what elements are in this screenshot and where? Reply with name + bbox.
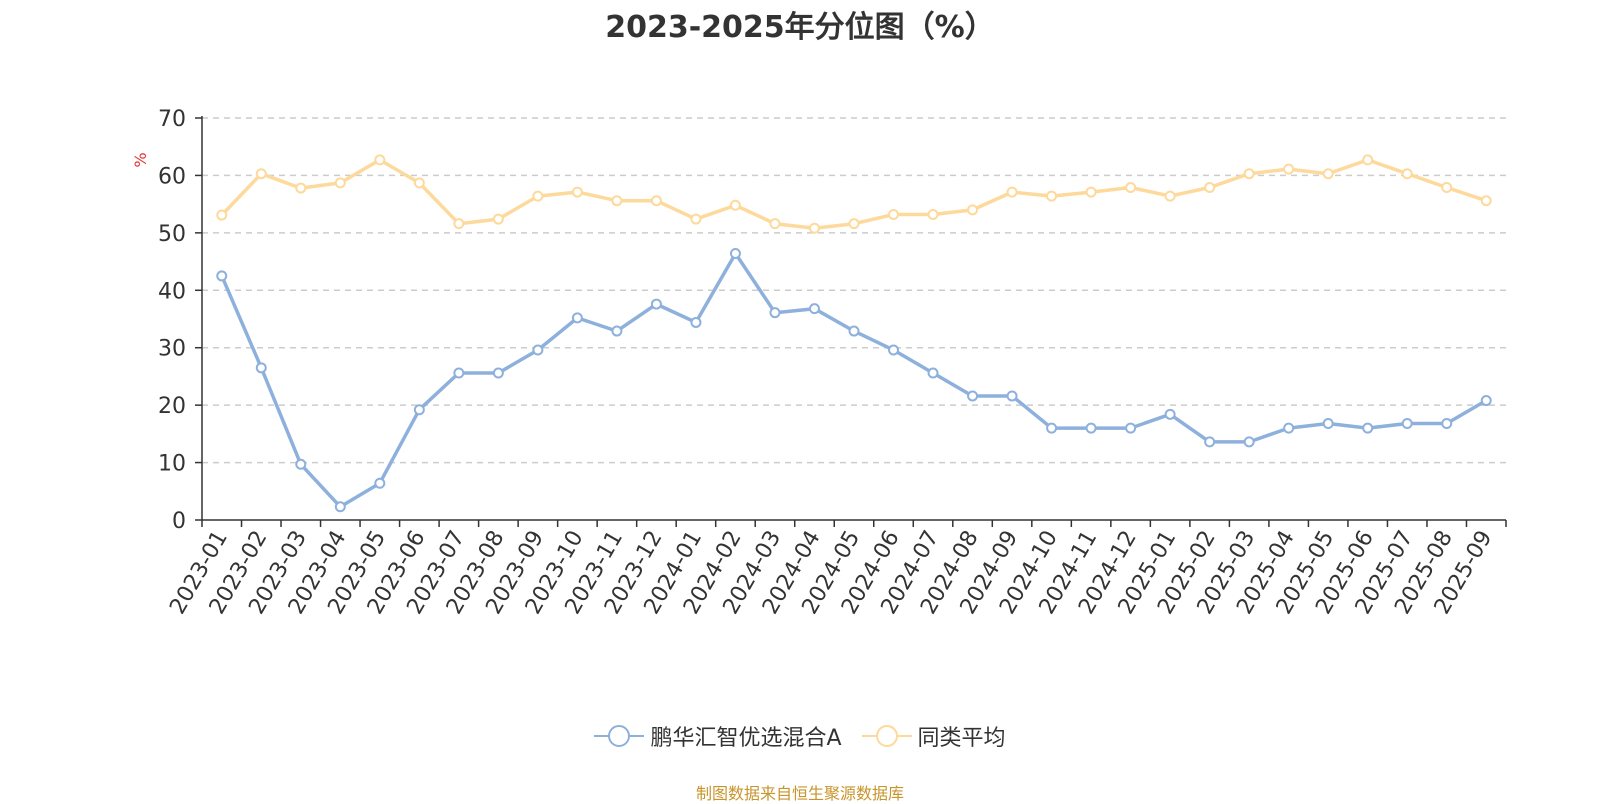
- series-line-b: [220, 158, 1487, 231]
- y-tick-label: 10: [158, 452, 186, 477]
- axes: [195, 116, 1507, 527]
- data-point: [1480, 395, 1492, 407]
- data-point: [216, 270, 228, 282]
- grid-lines: [202, 117, 1506, 464]
- data-point: [1046, 422, 1058, 434]
- data-point: [611, 325, 623, 337]
- data-point: [374, 154, 386, 166]
- data-point: [729, 248, 741, 260]
- data-point: [769, 218, 781, 230]
- data-point: [1243, 168, 1255, 180]
- data-point: [1441, 418, 1453, 430]
- legend-item-series-b[interactable]: 同类平均: [861, 720, 1006, 752]
- data-point: [1401, 168, 1413, 180]
- data-point: [611, 195, 623, 207]
- data-point: [255, 168, 267, 180]
- data-point: [1401, 418, 1413, 430]
- data-point: [1085, 186, 1097, 198]
- data-point: [334, 177, 346, 189]
- data-point: [374, 477, 386, 489]
- data-point: [1006, 390, 1018, 402]
- data-point: [1480, 195, 1492, 207]
- data-point: [1441, 181, 1453, 193]
- data-point: [1204, 181, 1216, 193]
- data-point: [808, 303, 820, 315]
- y-axis-label: %: [131, 152, 150, 167]
- data-point: [1046, 190, 1058, 202]
- data-point: [1085, 422, 1097, 434]
- data-point: [571, 312, 583, 324]
- series-lines: [216, 154, 1492, 513]
- data-point: [334, 501, 346, 513]
- data-point: [1322, 168, 1334, 180]
- data-point: [1283, 422, 1295, 434]
- data-point: [848, 218, 860, 230]
- data-point: [295, 458, 307, 470]
- y-tick-label: 30: [158, 337, 186, 362]
- y-tick-label: 60: [158, 164, 186, 189]
- data-point: [967, 390, 979, 402]
- data-point: [1164, 408, 1176, 420]
- data-point: [927, 367, 939, 379]
- data-point: [453, 367, 465, 379]
- data-point: [532, 190, 544, 202]
- data-point: [729, 199, 741, 211]
- data-point: [571, 186, 583, 198]
- y-tick-label: 0: [172, 509, 186, 534]
- y-tick-label: 50: [158, 222, 186, 247]
- data-point: [769, 307, 781, 319]
- data-point: [413, 404, 425, 416]
- data-point: [1362, 422, 1374, 434]
- data-point: [413, 177, 425, 189]
- data-point: [453, 218, 465, 230]
- data-point: [1283, 163, 1295, 175]
- data-point: [1204, 436, 1216, 448]
- legend-label-series-b: 同类平均: [917, 726, 1006, 751]
- chart-title: 2023-2025年分位图（%）: [605, 10, 995, 45]
- data-point: [492, 213, 504, 225]
- data-point: [1322, 418, 1334, 430]
- data-point: [1125, 422, 1137, 434]
- series-line-a: [220, 251, 1488, 509]
- legend-label-series-a: 鹏华汇智优选混合A: [650, 726, 842, 751]
- y-tick-label: 70: [158, 107, 186, 132]
- data-point: [927, 208, 939, 220]
- data-point: [532, 344, 544, 356]
- data-point: [492, 367, 504, 379]
- data-point: [690, 213, 702, 225]
- data-point: [1125, 181, 1137, 193]
- y-tick-label: 40: [158, 279, 186, 304]
- data-point: [848, 325, 860, 337]
- data-point: [888, 208, 900, 220]
- data-point: [650, 195, 662, 207]
- data-point: [295, 182, 307, 194]
- data-point: [216, 209, 228, 221]
- data-point: [967, 204, 979, 216]
- data-point: [690, 316, 702, 328]
- data-point: [255, 362, 267, 374]
- data-point: [888, 344, 900, 356]
- legend-item-series-a[interactable]: 鹏华汇智优选混合A: [594, 720, 842, 752]
- legend-marker-series-b: [861, 725, 912, 747]
- data-point: [808, 222, 820, 234]
- source-note: 制图数据来自恒生聚源数据库: [695, 784, 904, 803]
- y-tick-label: 20: [158, 394, 186, 419]
- data-point: [1362, 154, 1374, 166]
- data-point: [1006, 186, 1018, 198]
- data-point: [1164, 190, 1176, 202]
- legend: 鹏华汇智优选混合A 同类平均: [0, 720, 1600, 752]
- data-point: [650, 298, 662, 310]
- data-point: [1243, 436, 1255, 448]
- legend-marker-series-a: [594, 725, 645, 747]
